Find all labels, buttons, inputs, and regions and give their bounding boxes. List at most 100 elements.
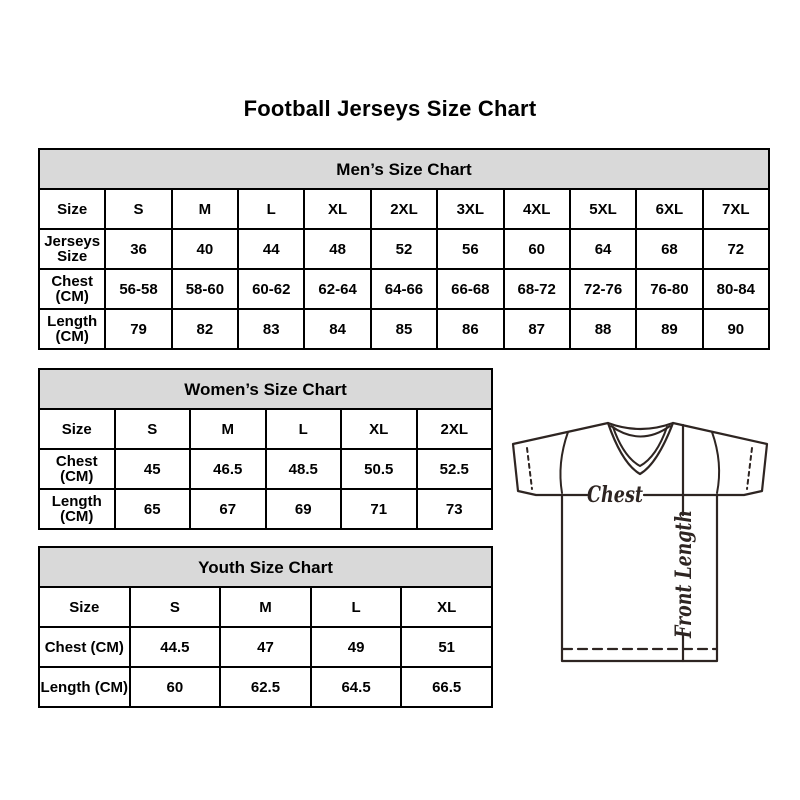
collar-v-inner xyxy=(612,426,668,467)
table-cell: 82 xyxy=(170,308,240,350)
column-header: L xyxy=(264,408,342,450)
column-header-row: Size S M L XL 2XL 3XL 4XL 5XL 6XL 7XL xyxy=(37,188,771,230)
table-cell: 66-68 xyxy=(436,268,505,310)
jersey-measurement-diagram: Chest Front Length xyxy=(505,413,771,665)
table-cell: 50.5 xyxy=(340,448,418,490)
table-cell: 44 xyxy=(237,228,306,270)
table-cell: 46.5 xyxy=(189,448,267,490)
table-cell: 83 xyxy=(237,308,306,350)
table-title-row: Men’s Size Chart xyxy=(38,148,770,190)
row-header: Length (CM) xyxy=(38,488,116,530)
womens-table-title: Women’s Size Chart xyxy=(38,368,493,410)
collar-back-arc xyxy=(610,425,671,438)
right-armhole-seam xyxy=(711,431,721,494)
table-cell: 52 xyxy=(369,228,439,270)
table-cell: 80-84 xyxy=(701,268,771,310)
column-header: M xyxy=(189,408,267,450)
table-cell: 60-62 xyxy=(237,268,306,310)
table-cell: 90 xyxy=(701,308,771,350)
right-cuff-stitch-line xyxy=(746,447,753,490)
column-header: M xyxy=(170,188,240,230)
column-header: Size xyxy=(37,188,107,230)
row-header: Chest (CM) xyxy=(37,268,107,310)
table-cell: 47 xyxy=(219,626,312,668)
column-header: L xyxy=(309,586,403,628)
chest-label: Chest xyxy=(587,482,643,508)
table-cell: 45 xyxy=(113,448,191,490)
table-cell: 65 xyxy=(113,488,191,530)
table-cell: 58-60 xyxy=(170,268,240,310)
table-cell: 72-76 xyxy=(568,268,638,310)
table-cell: 62.5 xyxy=(219,666,312,708)
mens-table-title: Men’s Size Chart xyxy=(38,148,770,190)
table-cell: 56-58 xyxy=(104,268,173,310)
table-cell: 36 xyxy=(104,228,173,270)
table-title-row: Women’s Size Chart xyxy=(38,368,493,410)
row-header: Length (CM) xyxy=(37,308,107,350)
column-header: S xyxy=(113,408,191,450)
table-row: Length (CM) 79 82 83 84 85 86 87 88 89 90 xyxy=(37,308,771,350)
table-cell: 84 xyxy=(303,308,372,350)
table-cell: 48 xyxy=(303,228,372,270)
table-row: Chest (CM) 45 46.5 48.5 50.5 52.5 xyxy=(38,448,493,490)
column-header: XL xyxy=(400,586,493,628)
table-cell: 56 xyxy=(436,228,505,270)
table-row: Chest (CM) 56-58 58-60 60-62 62-64 64-66 66-68… xyxy=(37,268,771,310)
table-cell: 71 xyxy=(340,488,418,530)
column-header: XL xyxy=(303,188,372,230)
column-header: M xyxy=(219,586,312,628)
front-length-label: Front Length xyxy=(671,510,697,639)
table-cell: 85 xyxy=(369,308,439,350)
left-cuff-stitch-line xyxy=(526,447,533,490)
jersey-diagram-icon: Chest Front Length xyxy=(511,421,769,663)
column-header: S xyxy=(104,188,173,230)
table-cell: 76-80 xyxy=(635,268,704,310)
page-title: Football Jerseys Size Chart xyxy=(243,96,537,121)
table-cell: 51 xyxy=(400,626,493,668)
column-header: S xyxy=(128,586,222,628)
table-cell: 64-66 xyxy=(369,268,439,310)
column-header: L xyxy=(237,188,306,230)
table-cell: 66.5 xyxy=(400,666,493,708)
table-cell: 86 xyxy=(436,308,505,350)
table-cell: 60 xyxy=(128,666,222,708)
column-header: 7XL xyxy=(701,188,771,230)
column-header: 2XL xyxy=(415,408,493,450)
table-cell: 89 xyxy=(635,308,704,350)
table-cell: 73 xyxy=(415,488,493,530)
column-header: Size xyxy=(38,586,131,628)
table-row: Chest (CM) 44.5 47 49 51 xyxy=(38,626,493,668)
size-table-womens: Women’s Size Chart Size S M L XL 2XL Chest (CM)… xyxy=(38,368,493,530)
column-header: 2XL xyxy=(369,188,439,230)
size-table-youth: Youth Size Chart Size S M L XL Chest (CM) 44.5 4… xyxy=(38,546,493,708)
row-header: Jerseys Size xyxy=(37,228,107,270)
table-cell: 48.5 xyxy=(264,448,342,490)
row-header: Chest (CM) xyxy=(38,626,131,668)
table-row: Jerseys Size 36 40 44 48 52 56 60 64 68 72 xyxy=(37,228,771,270)
table-cell: 62-64 xyxy=(303,268,372,310)
table-cell: 68-72 xyxy=(502,268,571,310)
table-cell: 40 xyxy=(170,228,240,270)
table-cell: 87 xyxy=(502,308,571,350)
table-cell: 49 xyxy=(309,626,403,668)
table-cell: 88 xyxy=(568,308,638,350)
column-header: 3XL xyxy=(436,188,505,230)
left-armhole-seam xyxy=(559,431,569,494)
size-table-mens: Men’s Size Chart Size S M L XL 2XL 3XL 4XL 5XL 6XL… xyxy=(37,148,771,350)
column-header-row: Size S M L XL xyxy=(38,586,493,628)
jersey-outline xyxy=(511,421,769,663)
column-header: 5XL xyxy=(568,188,638,230)
table-title-row: Youth Size Chart xyxy=(38,546,493,588)
table-cell: 68 xyxy=(635,228,704,270)
table-cell: 60 xyxy=(502,228,571,270)
column-header-row: Size S M L XL 2XL xyxy=(38,408,493,450)
column-header: 4XL xyxy=(502,188,571,230)
table-cell: 67 xyxy=(189,488,267,530)
table-cell: 72 xyxy=(701,228,771,270)
table-cell: 69 xyxy=(264,488,342,530)
row-header: Chest (CM) xyxy=(38,448,116,490)
youth-table-title: Youth Size Chart xyxy=(38,546,493,588)
column-header: Size xyxy=(38,408,116,450)
column-header: XL xyxy=(340,408,418,450)
